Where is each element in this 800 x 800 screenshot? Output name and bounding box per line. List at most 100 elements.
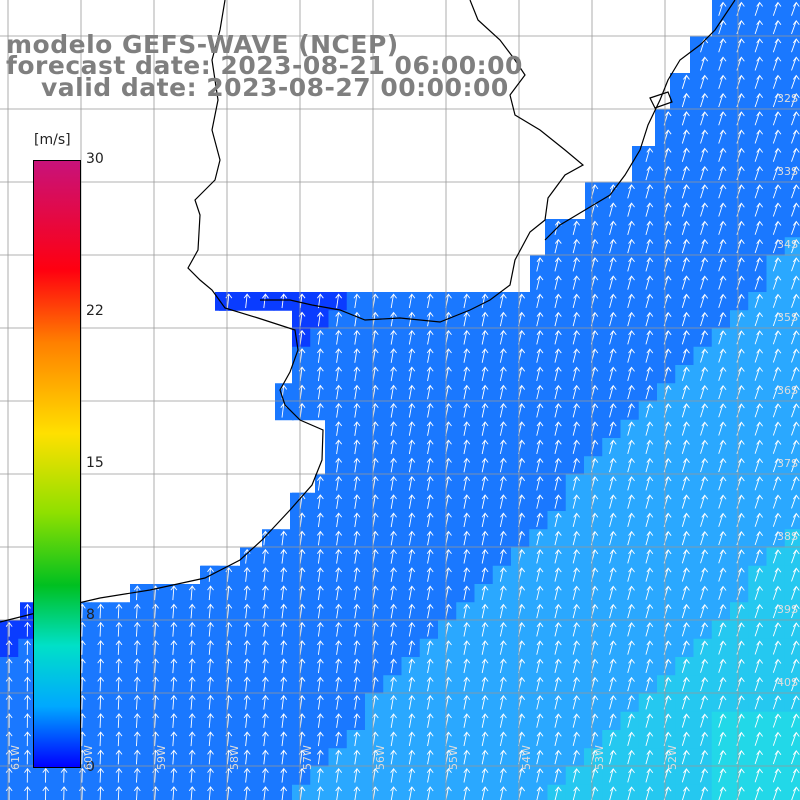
wind-arrow — [152, 676, 159, 692]
wind-arrow — [353, 421, 361, 436]
wind-arrow — [772, 20, 782, 35]
wind-arrow — [645, 622, 654, 637]
wind-arrow — [609, 457, 617, 473]
wind-arrow — [772, 220, 782, 235]
wind-arrow — [390, 749, 397, 765]
wind-arrow — [353, 731, 361, 747]
wind-arrow — [243, 567, 251, 582]
wind-arrow — [554, 749, 562, 765]
wind-arrow — [700, 184, 709, 199]
wind-arrow — [426, 585, 434, 601]
wind-arrow — [700, 457, 709, 473]
colorbar-tick-22: 22 — [86, 303, 104, 319]
wind-arrow — [791, 74, 800, 89]
wind-arrow — [554, 457, 562, 473]
wind-arrow — [754, 385, 764, 400]
wind-arrow — [262, 731, 269, 747]
wind-arrow — [572, 220, 580, 236]
wind-arrow — [754, 622, 764, 637]
wind-arrow — [426, 293, 434, 309]
wind-arrow — [681, 439, 690, 454]
wind-arrow — [536, 713, 544, 728]
colorbar-unit: [m/s] — [34, 132, 71, 148]
wind-arrow — [426, 348, 434, 363]
wind-arrow — [353, 329, 361, 345]
wind-arrow — [554, 768, 562, 783]
wind-arrow — [24, 621, 31, 637]
wind-arrow — [645, 585, 654, 600]
wind-arrow — [133, 694, 141, 710]
wind-arrow — [188, 731, 196, 747]
wind-arrow — [170, 658, 178, 674]
wind-arrow — [188, 694, 196, 710]
wind-arrow — [700, 603, 709, 619]
wind-arrow — [408, 713, 416, 728]
wind-arrow — [754, 147, 764, 162]
sea-cell — [275, 401, 294, 421]
wind-arrow — [700, 403, 709, 418]
sea-cell — [784, 328, 800, 348]
wind-arrow — [280, 621, 288, 637]
wind-arrow — [627, 457, 635, 473]
wind-arrow — [207, 658, 214, 674]
wind-arrow — [536, 585, 544, 601]
wind-arrow — [609, 384, 617, 400]
wind-arrow — [645, 311, 654, 327]
wind-arrow — [536, 366, 544, 382]
wind-arrow — [645, 384, 654, 400]
wind-arrow — [645, 257, 654, 272]
wind-arrow — [335, 475, 343, 491]
wind-arrow — [700, 676, 709, 692]
wind-arrow — [353, 494, 361, 509]
wind-arrow — [645, 202, 654, 217]
wind-arrow — [609, 585, 617, 600]
wind-arrow — [609, 676, 617, 692]
wind-arrow — [536, 530, 544, 546]
wind-arrow — [572, 476, 580, 491]
wind-arrow — [754, 458, 764, 473]
wind-arrow — [681, 494, 690, 509]
wind-arrow — [681, 658, 690, 673]
wind-arrow — [97, 713, 105, 728]
sea-cell — [784, 474, 800, 494]
wind-arrow — [97, 694, 105, 710]
wind-arrow — [627, 640, 635, 655]
wind-arrow — [335, 567, 343, 582]
wind-arrow — [243, 293, 251, 309]
wind-arrow — [718, 92, 727, 108]
wind-arrow — [353, 457, 361, 473]
wind-arrow — [481, 786, 489, 800]
wind-arrow — [609, 695, 617, 710]
wind-arrow — [115, 658, 123, 674]
lon-label: 57W — [301, 745, 314, 770]
wind-arrow — [682, 786, 690, 800]
wind-arrow — [262, 713, 269, 728]
wind-arrow — [791, 476, 800, 491]
wind-arrow — [681, 421, 690, 436]
wind-arrow — [572, 403, 580, 418]
wind-arrow — [754, 202, 764, 217]
wind-arrow — [243, 767, 251, 783]
sea-cell — [784, 200, 800, 220]
wind-arrow — [700, 147, 709, 162]
wind-arrow — [700, 165, 709, 181]
wind-arrow — [170, 786, 178, 800]
wind-arrow — [718, 165, 727, 181]
wind-arrow — [481, 603, 489, 619]
wind-arrow — [353, 658, 361, 674]
wind-arrow — [609, 293, 617, 308]
wind-arrow — [463, 585, 471, 601]
wind-arrow — [353, 530, 361, 546]
wind-arrow — [316, 658, 324, 674]
wind-arrow — [772, 622, 782, 637]
wind-arrow — [772, 111, 782, 126]
sea-cell — [585, 182, 604, 202]
wind-arrow — [627, 202, 635, 217]
wind-arrow — [627, 549, 635, 564]
sea-cell — [784, 219, 800, 238]
wind-arrow — [481, 457, 489, 473]
wind-arrow — [426, 694, 434, 710]
wind-arrow — [408, 366, 416, 382]
wind-arrow — [554, 512, 562, 528]
wind-arrow — [426, 621, 434, 637]
